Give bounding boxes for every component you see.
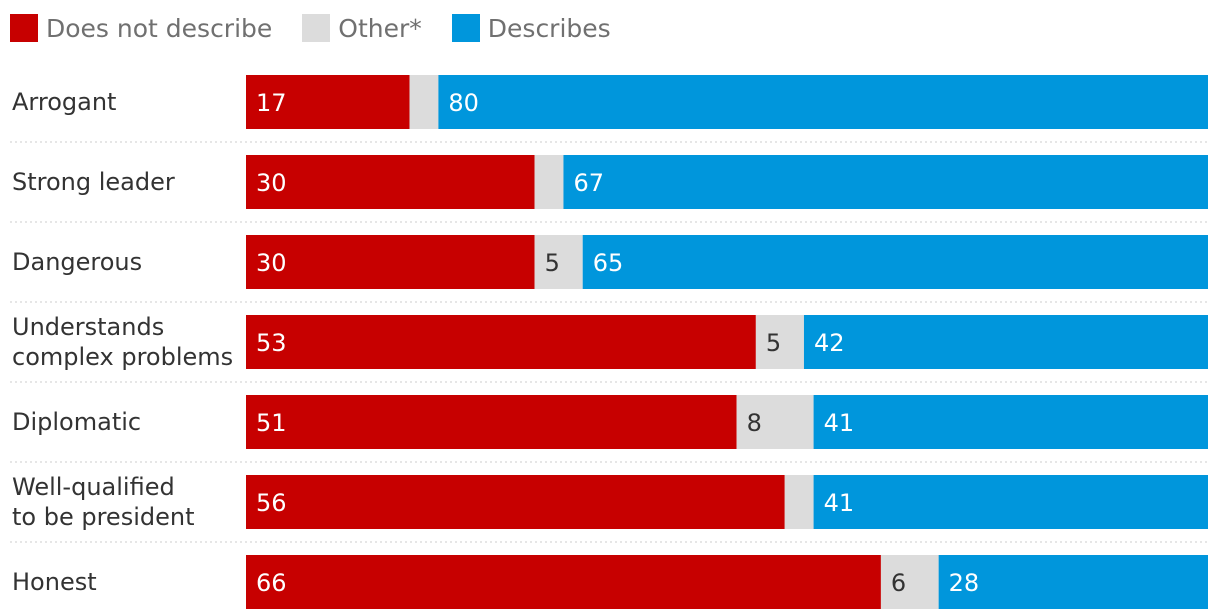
data-label: 17 xyxy=(256,89,287,117)
legend-swatch-other xyxy=(302,14,331,42)
bar-segment xyxy=(534,235,583,289)
bar-segment xyxy=(246,155,535,209)
category-label: Dangerous xyxy=(12,248,142,276)
data-label: 51 xyxy=(256,409,287,437)
bar-segment xyxy=(938,555,1208,609)
data-label: 8 xyxy=(747,409,762,437)
bar-segment xyxy=(438,75,1208,129)
legend-label-does-not-describe: Does not describe xyxy=(46,13,273,43)
bar-segment xyxy=(880,555,939,609)
data-label: 6 xyxy=(891,569,906,597)
legend-label-other: Other* xyxy=(338,13,422,43)
data-label: 41 xyxy=(824,409,855,437)
category-label: Honest xyxy=(12,568,97,596)
category-label: to be president xyxy=(12,503,194,531)
bar-segment xyxy=(246,235,535,289)
bar-segment xyxy=(755,315,804,369)
data-label: 5 xyxy=(545,249,560,277)
chart-legend: Does not describe Other* Describes xyxy=(10,12,641,44)
data-label: 56 xyxy=(256,489,287,517)
bar-segment xyxy=(246,555,881,609)
data-label: 5 xyxy=(766,329,781,357)
stacked-bar-chart: Arrogant 17 80 Strong leader 30 67 Dangerous 30… xyxy=(10,75,1208,609)
bar-segment xyxy=(582,235,1208,289)
legend-item-other: Other* xyxy=(302,13,422,43)
legend-swatch-describes xyxy=(451,14,480,42)
data-label: 30 xyxy=(256,169,287,197)
legend-item-describes: Describes xyxy=(451,13,611,43)
bar-segment xyxy=(534,155,564,209)
data-label: 42 xyxy=(814,329,845,357)
bar-segment xyxy=(803,315,1208,369)
category-label: Strong leader xyxy=(12,168,175,196)
bar-segment xyxy=(246,475,785,529)
data-label: 65 xyxy=(593,249,624,277)
bar-segment xyxy=(563,155,1208,209)
bar-segment xyxy=(813,395,1208,449)
category-label: Understands xyxy=(12,313,164,341)
legend-label-describes: Describes xyxy=(487,13,611,43)
data-label: 41 xyxy=(824,489,855,517)
category-label: Arrogant xyxy=(12,88,116,116)
category-label: complex problems xyxy=(12,343,233,371)
data-label: 66 xyxy=(256,569,287,597)
category-label: Well-qualified xyxy=(12,473,175,501)
data-label: 28 xyxy=(949,569,980,597)
bar-segment xyxy=(246,395,737,449)
bar-segment xyxy=(246,75,410,129)
bar-segment xyxy=(784,475,814,529)
bar-segment xyxy=(246,315,756,369)
data-label: 80 xyxy=(448,89,479,117)
legend-item-does-not-describe: Does not describe xyxy=(10,14,272,43)
data-label: 53 xyxy=(256,329,287,357)
data-label: 67 xyxy=(573,169,604,197)
bar-segment xyxy=(409,75,439,129)
legend-swatch-does-not-describe xyxy=(10,14,38,42)
data-label: 30 xyxy=(256,249,287,277)
category-label: Diplomatic xyxy=(12,408,141,436)
bar-segment xyxy=(736,395,814,449)
bar-segment xyxy=(813,475,1208,529)
